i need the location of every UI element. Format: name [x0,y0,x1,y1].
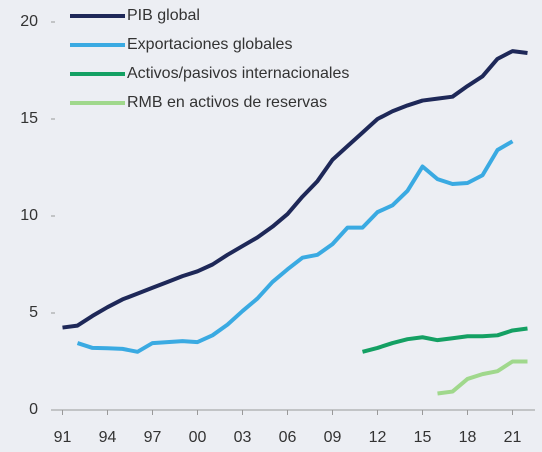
y-tick-label: 10 [20,207,38,224]
x-tick-label: 97 [144,429,162,446]
y-tick-label: 5 [29,304,38,321]
y-tick-label: 0 [29,401,38,418]
x-tick-label: 12 [369,429,387,446]
line [76,139,514,354]
x-tick-label: 06 [279,429,297,446]
x-tick-label: 03 [234,429,252,446]
y-tick-label: 15 [20,110,38,127]
x-tick-label: 21 [504,429,522,446]
x-tick-label: 00 [189,429,207,446]
y-tick-label: 20 [20,13,38,30]
line [361,326,528,354]
line [62,49,528,330]
x-tick-label: 09 [324,429,342,446]
line [437,359,528,396]
legend-label: RMB en activos de reservas [127,94,327,111]
x-tick-label: 15 [414,429,432,446]
x-tick-label: 91 [54,429,72,446]
legend-label: Activos/pasivos internacionales [127,65,349,82]
x-tick-label: 18 [459,429,477,446]
x-tick-label: 94 [99,429,117,446]
legend-label: Exportaciones globales [127,36,292,53]
legend-label: PIB global [127,7,200,24]
